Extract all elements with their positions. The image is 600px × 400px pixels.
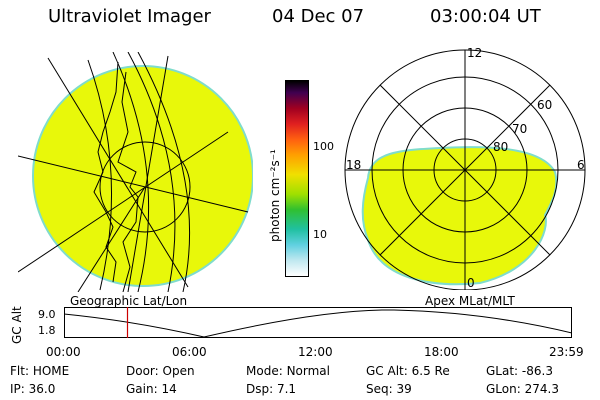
lat-label-80: 80 xyxy=(493,140,509,154)
timeline-xtick-1800: 18:00 xyxy=(424,345,459,359)
altitude-timeline xyxy=(64,307,572,338)
aurora-disk xyxy=(32,65,253,287)
colorbar-label: photon cm⁻²s⁻¹ xyxy=(268,149,282,242)
magnetic-image-panel xyxy=(344,49,586,290)
colorbar-tick-100: 100 xyxy=(313,140,334,153)
info-mode: Mode: Normal xyxy=(246,364,330,378)
info-seq: Seq: 39 xyxy=(366,382,412,396)
info-ip: IP: 36.0 xyxy=(10,382,56,396)
geographic-image-panel xyxy=(18,52,253,292)
timeline-ytick-low: 1.8 xyxy=(38,324,56,337)
mlt-label-0: 0 xyxy=(467,276,475,290)
time-label: 03:00:04 UT xyxy=(430,6,541,27)
info-gc-alt: GC Alt: 6.5 Re xyxy=(366,364,450,378)
timeline-xtick-0000: 00:00 xyxy=(46,345,81,359)
colorbar xyxy=(285,80,309,277)
lat-label-70: 70 xyxy=(512,122,528,136)
instrument-title: Ultraviolet Imager xyxy=(48,6,211,27)
info-glat: GLat: -86.3 xyxy=(486,364,553,378)
timeline-ytick-high: 9.0 xyxy=(38,308,56,321)
info-glon: GLon: 274.3 xyxy=(486,382,559,396)
timeline-xtick-0600: 06:00 xyxy=(172,345,207,359)
colorbar-tick-10: 10 xyxy=(313,228,327,241)
timeline-ylabel: GC Alt xyxy=(10,306,24,344)
altitude-curve xyxy=(64,309,572,338)
geographic-caption: Geographic Lat/Lon xyxy=(70,294,188,308)
info-door: Door: Open xyxy=(126,364,195,378)
info-flt: Flt: HOME xyxy=(10,364,70,378)
date-label: 04 Dec 07 xyxy=(272,6,365,27)
timeline-xtick-2359: 23:59 xyxy=(549,345,584,359)
info-dsp: Dsp: 7.1 xyxy=(246,382,297,396)
mlt-label-12: 12 xyxy=(467,46,483,60)
mlt-label-18: 18 xyxy=(346,158,362,172)
info-gain: Gain: 14 xyxy=(126,382,177,396)
lat-label-60: 60 xyxy=(537,98,553,112)
timeline-xtick-1200: 12:00 xyxy=(298,345,333,359)
mlt-label-6: 6 xyxy=(577,158,585,172)
magnetic-caption: Apex MLat/MLT xyxy=(425,294,515,308)
